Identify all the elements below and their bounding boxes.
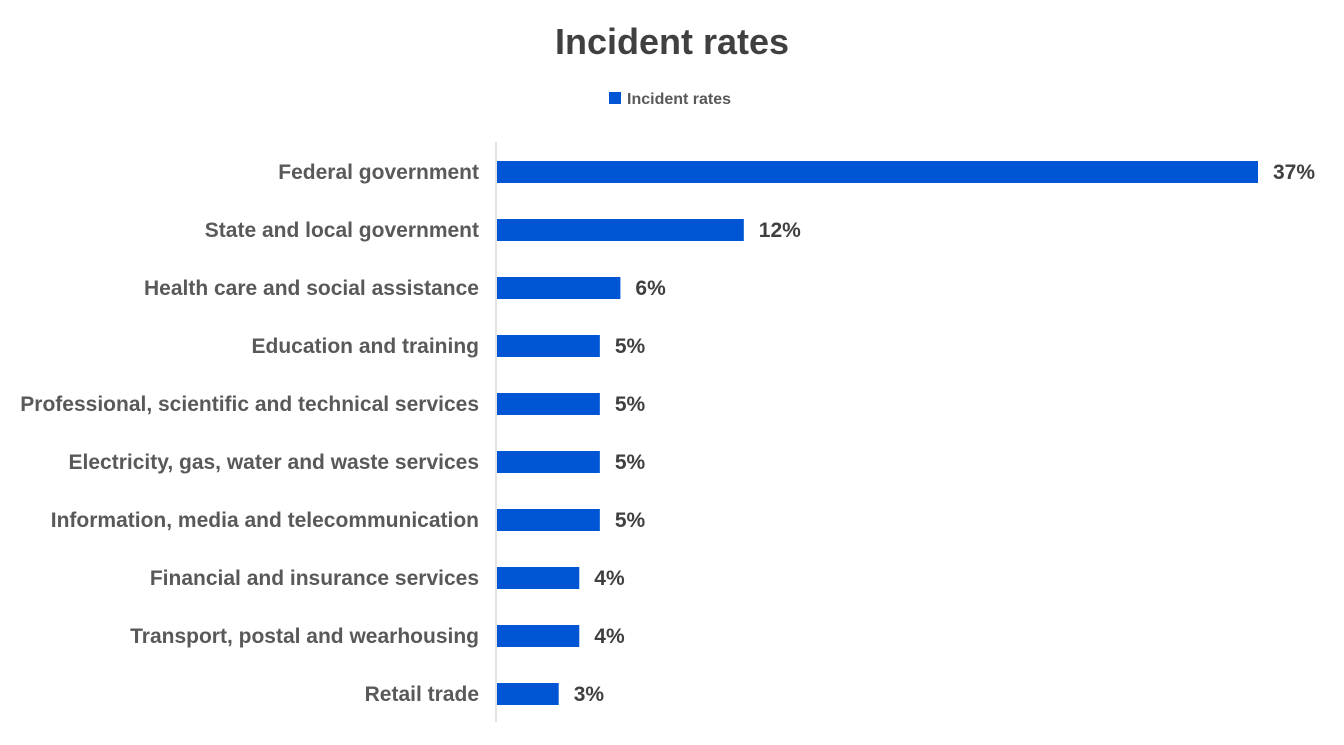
category-label-5: Electricity, gas, water and waste servic… bbox=[69, 451, 480, 474]
category-label-3: Education and training bbox=[251, 335, 479, 358]
data-label-3: 5% bbox=[615, 335, 646, 358]
category-label-2: Health care and social assistance bbox=[144, 277, 479, 300]
category-label-8: Transport, postal and wearhousing bbox=[130, 625, 479, 648]
bar-6 bbox=[497, 509, 600, 531]
data-label-8: 4% bbox=[594, 625, 625, 648]
data-label-7: 4% bbox=[594, 567, 625, 590]
bar-8 bbox=[497, 625, 580, 647]
data-labels: 37% 12% 6% 5% 5% 5% 5% 4% 4% 3% bbox=[574, 161, 1316, 706]
category-label-7: Financial and insurance services bbox=[150, 567, 479, 590]
chart-title: Incident rates bbox=[555, 21, 789, 62]
category-labels: Federal government State and local govern… bbox=[20, 161, 479, 706]
data-label-1: 12% bbox=[759, 219, 801, 242]
bar-2 bbox=[497, 277, 621, 299]
category-label-6: Information, media and telecommunication bbox=[51, 509, 479, 532]
legend-label: Incident rates bbox=[627, 91, 731, 108]
category-label-0: Federal government bbox=[278, 161, 479, 184]
category-label-9: Retail trade bbox=[365, 683, 479, 706]
bar-5 bbox=[497, 451, 600, 473]
data-label-5: 5% bbox=[615, 451, 646, 474]
bars-group bbox=[497, 161, 1258, 705]
bar-1 bbox=[497, 219, 744, 241]
bar-3 bbox=[497, 335, 600, 357]
category-label-1: State and local government bbox=[205, 219, 479, 242]
data-label-9: 3% bbox=[574, 683, 605, 706]
legend-swatch bbox=[609, 92, 621, 104]
bar-9 bbox=[497, 683, 559, 705]
data-label-4: 5% bbox=[615, 393, 646, 416]
data-label-2: 6% bbox=[635, 277, 666, 300]
bar-4 bbox=[497, 393, 600, 415]
category-label-4: Professional, scientific and technical s… bbox=[20, 393, 479, 416]
bar-0 bbox=[497, 161, 1258, 183]
bar-7 bbox=[497, 567, 580, 589]
data-label-0: 37% bbox=[1273, 161, 1315, 184]
data-label-6: 5% bbox=[615, 509, 646, 532]
legend: Incident rates bbox=[609, 91, 731, 108]
